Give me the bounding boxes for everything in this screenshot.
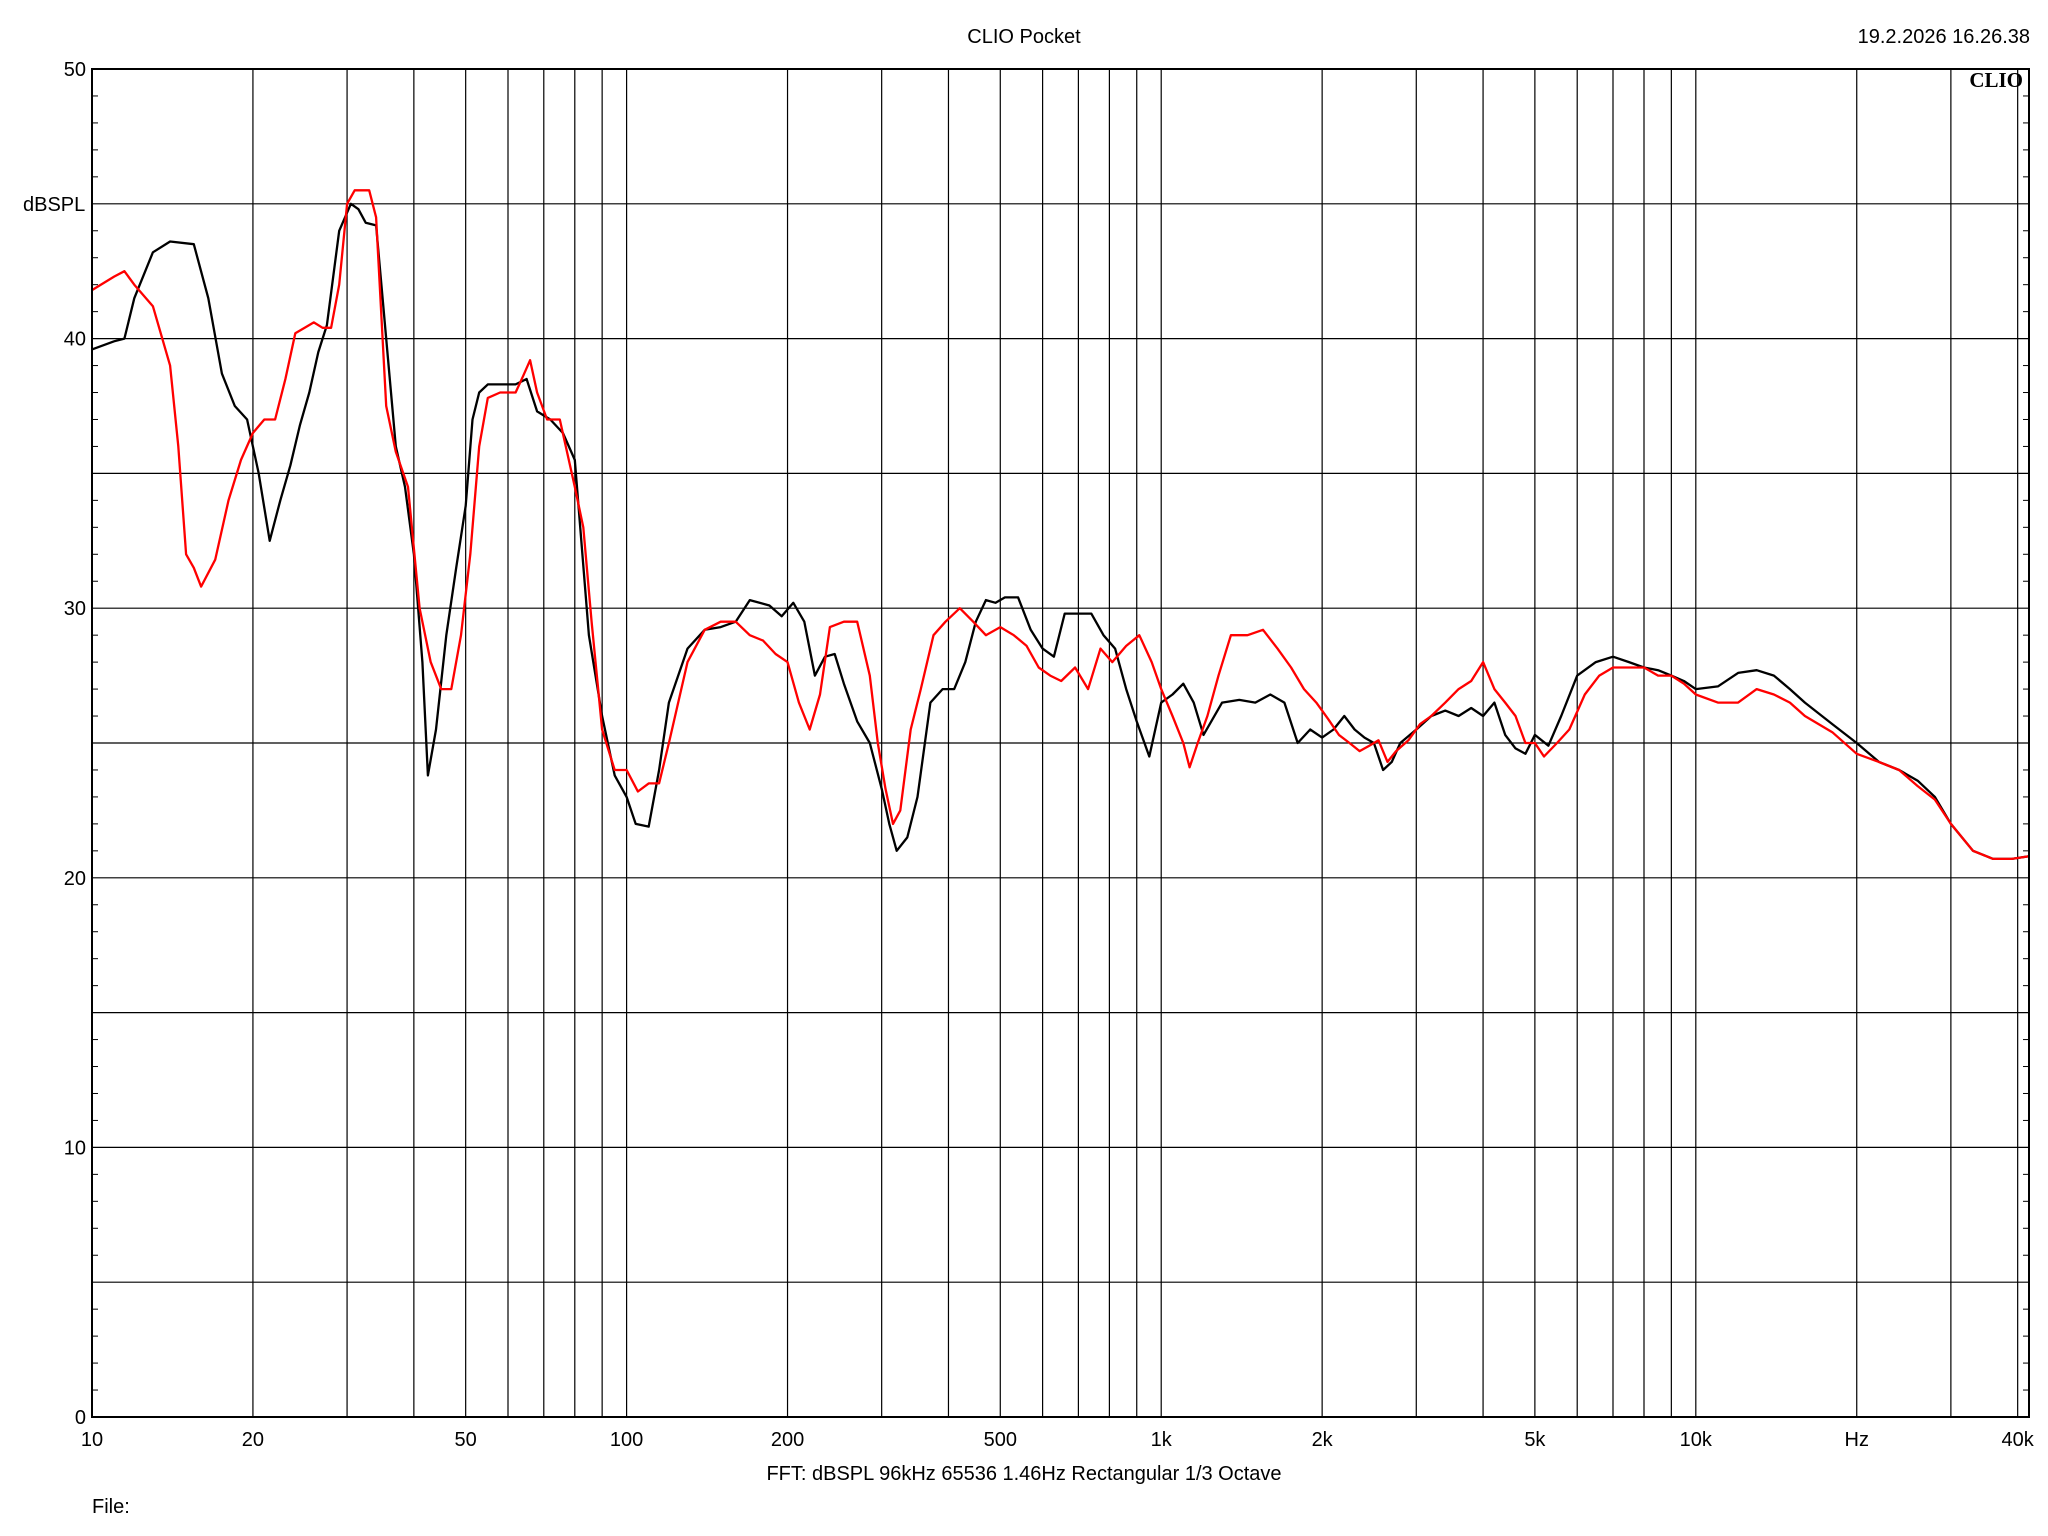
x-tick-label: 2k — [1312, 1429, 1334, 1451]
x-tick-label: 40k — [2002, 1429, 2035, 1451]
x-tick-label: 5k — [1524, 1429, 1546, 1451]
y-tick-label: 50 — [64, 59, 86, 81]
x-tick-labels: 10 20 50 100 200 500 1k 2k 5k 10k Hz 40k — [81, 1429, 2035, 1451]
y-axis-label: dBSPL — [23, 194, 85, 216]
y-tick-label: 40 — [64, 329, 86, 351]
y-gridlines — [92, 203, 2029, 1283]
series-layer — [91, 189, 2030, 861]
y-tick-labels: 0 10 20 30 40 50 — [64, 59, 86, 1429]
x-tick-label: 200 — [771, 1429, 804, 1451]
y-tick-label: 10 — [64, 1137, 86, 1159]
file-label: File: — [92, 1496, 130, 1518]
measurement-settings: FFT: dBSPL 96kHz 65536 1.46Hz Rectangula… — [766, 1463, 1282, 1485]
plot-frame — [91, 68, 2030, 1418]
x-tick-label: 500 — [984, 1429, 1017, 1451]
y-tick-label: 30 — [64, 598, 86, 620]
series-line-black — [91, 202, 2030, 861]
series-line-red — [91, 189, 2030, 861]
clio-watermark: CLIO — [1969, 68, 2023, 92]
x-tick-label: Hz — [1845, 1429, 1869, 1451]
x-tick-label: 10k — [1680, 1429, 1713, 1451]
x-tick-label: 50 — [455, 1429, 477, 1451]
y-tick-label: 0 — [75, 1407, 86, 1429]
y-tick-label: 20 — [64, 868, 86, 890]
x-tick-label: 100 — [610, 1429, 643, 1451]
x-tick-label: 10 — [81, 1429, 103, 1451]
x-tick-label: 1k — [1151, 1429, 1173, 1451]
chart-title: CLIO Pocket — [967, 26, 1081, 48]
x-tick-label: 20 — [242, 1429, 264, 1451]
timestamp: 19.2.2026 16.26.38 — [1857, 26, 2030, 48]
